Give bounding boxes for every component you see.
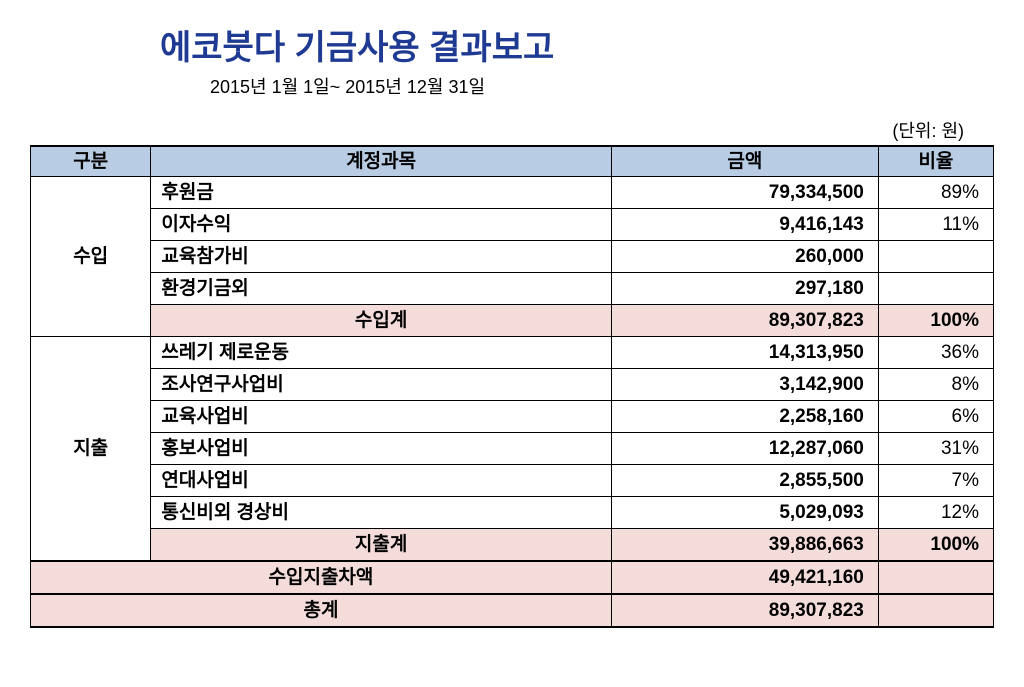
item-cell: 교육사업비	[151, 401, 612, 433]
col-header-category: 구분	[31, 146, 151, 177]
table-row: 이자수익 9,416,143 11%	[31, 209, 994, 241]
item-cell: 연대사업비	[151, 465, 612, 497]
subtotal-ratio: 100%	[878, 305, 993, 337]
amount-cell: 14,313,950	[611, 337, 878, 369]
col-header-account: 계정과목	[151, 146, 612, 177]
unit-label: (단위: 원)	[30, 117, 964, 143]
amount-cell: 79,334,500	[611, 177, 878, 209]
table-row: 교육사업비 2,258,160 6%	[31, 401, 994, 433]
report-period: 2015년 1월 1일~ 2015년 12월 31일	[210, 73, 994, 99]
table-row: 조사연구사업비 3,142,900 8%	[31, 369, 994, 401]
amount-cell: 12,287,060	[611, 433, 878, 465]
col-header-amount: 금액	[611, 146, 878, 177]
grand-label: 총계	[31, 594, 612, 627]
ratio-cell	[878, 241, 993, 273]
ratio-cell	[878, 273, 993, 305]
ratio-cell: 89%	[878, 177, 993, 209]
item-cell: 조사연구사업비	[151, 369, 612, 401]
amount-cell: 260,000	[611, 241, 878, 273]
grand-row-diff: 수입지출차액 49,421,160	[31, 561, 994, 594]
table-row: 수입 후원금 79,334,500 89%	[31, 177, 994, 209]
grand-row-total: 총계 89,307,823	[31, 594, 994, 627]
subtotal-amount: 89,307,823	[611, 305, 878, 337]
ratio-cell: 7%	[878, 465, 993, 497]
table-row: 지출 쓰레기 제로운동 14,313,950 36%	[31, 337, 994, 369]
grand-ratio	[878, 561, 993, 594]
ratio-cell: 6%	[878, 401, 993, 433]
subtotal-label: 수입계	[151, 305, 612, 337]
ratio-cell: 8%	[878, 369, 993, 401]
subtotal-ratio: 100%	[878, 529, 993, 562]
amount-cell: 2,258,160	[611, 401, 878, 433]
table-row: 교육참가비 260,000	[31, 241, 994, 273]
table-row: 홍보사업비 12,287,060 31%	[31, 433, 994, 465]
col-header-ratio: 비율	[878, 146, 993, 177]
item-cell: 쓰레기 제로운동	[151, 337, 612, 369]
table-row: 통신비외 경상비 5,029,093 12%	[31, 497, 994, 529]
amount-cell: 9,416,143	[611, 209, 878, 241]
item-cell: 이자수익	[151, 209, 612, 241]
grand-ratio	[878, 594, 993, 627]
ratio-cell: 11%	[878, 209, 993, 241]
fund-report-table: 구분 계정과목 금액 비율 수입 후원금 79,334,500 89% 이자수익…	[30, 145, 994, 628]
subtotal-label: 지출계	[151, 529, 612, 562]
grand-amount: 89,307,823	[611, 594, 878, 627]
category-cell-expense: 지출	[31, 337, 151, 562]
item-cell: 후원금	[151, 177, 612, 209]
item-cell: 통신비외 경상비	[151, 497, 612, 529]
table-row: 연대사업비 2,855,500 7%	[31, 465, 994, 497]
item-cell: 교육참가비	[151, 241, 612, 273]
grand-label: 수입지출차액	[31, 561, 612, 594]
grand-amount: 49,421,160	[611, 561, 878, 594]
subtotal-amount: 39,886,663	[611, 529, 878, 562]
page-title: 에코붓다 기금사용 결과보고	[160, 20, 994, 69]
table-row: 환경기금외 297,180	[31, 273, 994, 305]
item-cell: 환경기금외	[151, 273, 612, 305]
item-cell: 홍보사업비	[151, 433, 612, 465]
subtotal-row-expense: 지출계 39,886,663 100%	[31, 529, 994, 562]
amount-cell: 3,142,900	[611, 369, 878, 401]
ratio-cell: 36%	[878, 337, 993, 369]
amount-cell: 5,029,093	[611, 497, 878, 529]
table-header-row: 구분 계정과목 금액 비율	[31, 146, 994, 177]
subtotal-row-income: 수입계 89,307,823 100%	[31, 305, 994, 337]
amount-cell: 2,855,500	[611, 465, 878, 497]
ratio-cell: 31%	[878, 433, 993, 465]
amount-cell: 297,180	[611, 273, 878, 305]
category-cell-income: 수입	[31, 177, 151, 337]
ratio-cell: 12%	[878, 497, 993, 529]
